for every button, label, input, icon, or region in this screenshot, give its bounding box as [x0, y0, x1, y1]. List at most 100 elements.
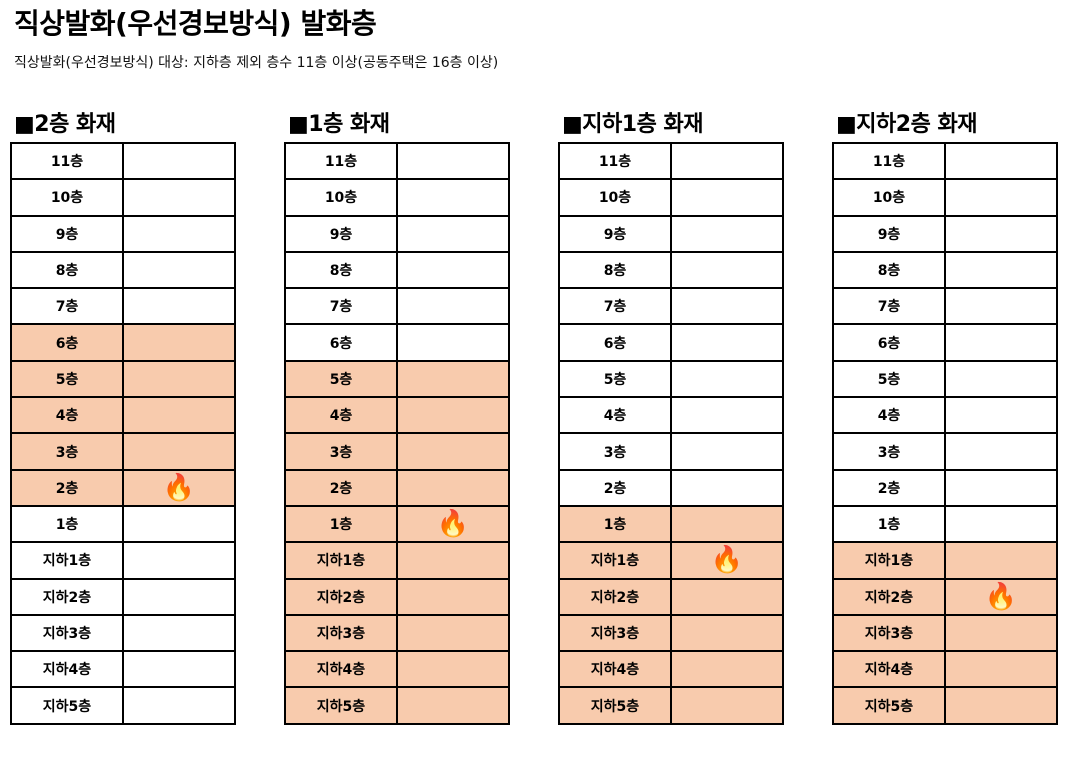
- alarm-cell: [398, 652, 510, 687]
- alarm-cell: [124, 615, 236, 651]
- floor-label: 2층: [834, 470, 946, 505]
- floor-label: 8층: [12, 252, 124, 288]
- alarm-cell: [672, 434, 784, 469]
- alarm-cell: [398, 216, 510, 251]
- floor-row: 6층: [834, 325, 1058, 362]
- alarm-cell: [946, 144, 1058, 179]
- floor-row: 10층: [286, 180, 510, 217]
- floor-row: 10층: [834, 180, 1058, 217]
- floor-row: 1층 🔥: [286, 506, 510, 544]
- floor-row: 10층: [560, 180, 784, 217]
- floor-row: 지하4층: [12, 652, 236, 689]
- floor-row: 7층: [286, 289, 510, 326]
- floor-row: 지하2층 🔥: [834, 579, 1058, 616]
- floor-row: 지하1층: [834, 543, 1058, 580]
- floor-row: 지하1층: [12, 543, 236, 580]
- floor-row: 5층: [560, 361, 784, 399]
- alarm-cell: [124, 506, 236, 542]
- floor-label: 지하1층: [286, 543, 398, 578]
- floor-row: 지하4층: [286, 652, 510, 689]
- floor-label: 지하3층: [834, 615, 946, 651]
- alarm-cell: [672, 688, 784, 723]
- fire-icon: 🔥: [710, 545, 744, 576]
- floor-row: 1층: [560, 506, 784, 544]
- alarm-cell: [946, 688, 1058, 723]
- alarm-cell: [398, 361, 510, 397]
- alarm-cell: [946, 543, 1058, 578]
- floor-label: 8층: [834, 252, 946, 288]
- alarm-cell: [946, 361, 1058, 397]
- floor-label: 7층: [560, 289, 672, 324]
- floor-label: 6층: [286, 325, 398, 360]
- floor-label: 지하5층: [286, 688, 398, 723]
- floor-label: 10층: [560, 180, 672, 215]
- floor-row: 4층: [12, 398, 236, 435]
- alarm-cell: [398, 579, 510, 614]
- alarm-cell: [672, 144, 784, 179]
- alarm-cell: [946, 615, 1058, 651]
- fire-panel: ■지하2층 화재 11층 10층 9층 8층 7층 6층 5층 4층 3층 2층 1층 지하1층 지하2층…: [832, 108, 1058, 725]
- floor-row: 3층: [286, 434, 510, 471]
- alarm-cell: [946, 506, 1058, 542]
- floor-label: 지하4층: [834, 652, 946, 687]
- alarm-cell: [946, 434, 1058, 469]
- floor-label: 10층: [12, 180, 124, 215]
- floor-label: 지하2층: [286, 579, 398, 614]
- floor-row: 3층: [834, 434, 1058, 471]
- floor-row: 지하4층: [560, 652, 784, 689]
- alarm-cell: [124, 579, 236, 614]
- alarm-cell: [946, 652, 1058, 687]
- alarm-cell: [398, 180, 510, 215]
- alarm-cell: [672, 579, 784, 614]
- floor-label: 4층: [560, 398, 672, 433]
- floor-label: 2층: [12, 470, 124, 505]
- panel-title: ■2층 화재: [14, 112, 116, 137]
- floor-row: 5층: [834, 361, 1058, 399]
- floor-label: 지하3층: [12, 615, 124, 651]
- alarm-cell: [946, 252, 1058, 288]
- page-title: 직상발화(우선경보방식) 발화층: [14, 7, 377, 40]
- alarm-cell: [124, 144, 236, 179]
- floor-label: 지하3층: [286, 615, 398, 651]
- floor-label: 5층: [560, 361, 672, 397]
- floor-label: 5층: [286, 361, 398, 397]
- floor-row: 5층: [12, 361, 236, 399]
- floor-label: 5층: [834, 361, 946, 397]
- floor-label: 7층: [834, 289, 946, 324]
- floor-label: 지하5층: [834, 688, 946, 723]
- floor-label: 11층: [834, 144, 946, 179]
- floor-label: 4층: [834, 398, 946, 433]
- floor-row: 8층: [286, 252, 510, 290]
- floor-label: 9층: [834, 216, 946, 251]
- floor-label: 6층: [834, 325, 946, 360]
- floor-label: 10층: [834, 180, 946, 215]
- alarm-cell: [124, 252, 236, 288]
- fire-icon: 🔥: [984, 581, 1018, 612]
- floor-table: 11층 10층 9층 8층 7층 6층 5층 4층 3층 2층 🔥 1층 지하1층 지하2층 지하3층 지하4…: [10, 142, 236, 725]
- floor-label: 지하2층: [834, 579, 946, 614]
- floor-label: 7층: [12, 289, 124, 324]
- floor-row: 지하5층: [286, 688, 510, 725]
- floor-row: 2층 🔥: [12, 470, 236, 507]
- floor-row: 지하2층: [286, 579, 510, 616]
- alarm-cell: [398, 325, 510, 360]
- floor-label: 1층: [286, 506, 398, 542]
- floor-row: 5층: [286, 361, 510, 399]
- floor-label: 지하3층: [560, 615, 672, 651]
- floor-row: 9층: [286, 216, 510, 253]
- alarm-cell: 🔥: [124, 470, 236, 505]
- floor-row: 지하4층: [834, 652, 1058, 689]
- alarm-cell: [398, 434, 510, 469]
- page-subtitle: 직상발화(우선경보방식) 대상: 지하층 제외 층수 11층 이상(공동주택은 …: [14, 55, 499, 71]
- floor-label: 지하4층: [560, 652, 672, 687]
- fire-panel: ■2층 화재 11층 10층 9층 8층 7층 6층 5층 4층 3층 2층 🔥 1층 지하1층 지하2층 지…: [10, 108, 236, 725]
- alarm-cell: [946, 398, 1058, 433]
- floor-label: 지하4층: [286, 652, 398, 687]
- alarm-cell: [124, 434, 236, 469]
- floor-row: 9층: [12, 216, 236, 253]
- floor-label: 6층: [12, 325, 124, 360]
- floor-label: 11층: [286, 144, 398, 179]
- floor-row: 지하3층: [12, 615, 236, 653]
- floor-row: 지하5층: [834, 688, 1058, 725]
- alarm-cell: [946, 325, 1058, 360]
